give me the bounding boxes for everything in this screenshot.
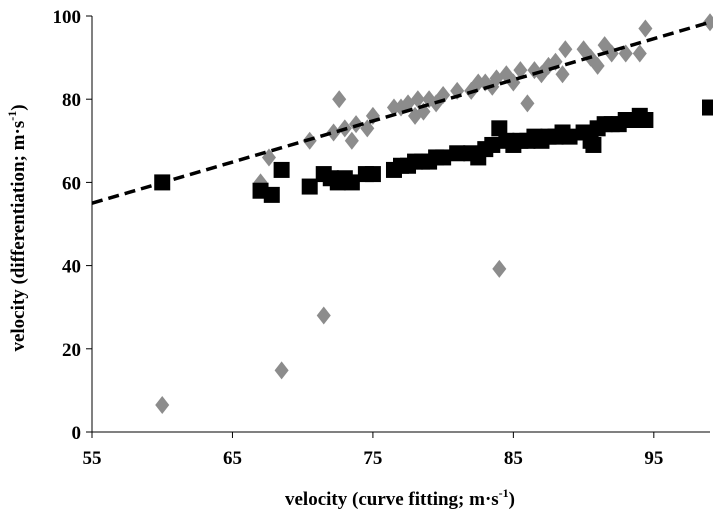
x-axis-title: velocity (curve fitting; m·s-1) (285, 486, 515, 510)
diamond-point (632, 44, 647, 63)
diamond-point (520, 94, 535, 113)
diamond-point (471, 73, 486, 92)
y-tick-label: 0 (72, 423, 82, 444)
square-point (273, 161, 290, 178)
square-point (435, 149, 452, 166)
x-tick-label: 85 (504, 448, 523, 469)
diamond-point (513, 61, 528, 80)
square-point (561, 128, 578, 145)
x-tick-label: 55 (83, 448, 102, 469)
data-markers (91, 13, 713, 414)
axes (86, 15, 710, 438)
diamond-point (590, 56, 605, 75)
square-point (585, 136, 602, 153)
diamond-point (638, 19, 653, 38)
series-square-points (154, 99, 713, 203)
x-tick-label: 75 (363, 448, 382, 469)
diamond-point (555, 65, 570, 84)
tick-labels: 55 65 75 85 95 0 20 40 60 80 100 (53, 7, 664, 469)
square-point (702, 99, 713, 116)
diamond-point (410, 90, 425, 109)
diamond-point (326, 123, 341, 142)
square-point (263, 186, 280, 203)
trendline (91, 20, 711, 205)
diamond-point (393, 98, 409, 117)
y-tick-label: 40 (62, 257, 81, 278)
y-axis-title: velocity (differentiation; m·s-1) (5, 104, 29, 351)
x-tick-label: 65 (223, 448, 242, 469)
diamond-point (274, 361, 289, 380)
diamond-point (155, 395, 170, 414)
y-tick-label: 20 (62, 340, 81, 361)
diamond-point (386, 98, 401, 117)
square-point (364, 166, 381, 183)
diamond-point (702, 13, 713, 32)
square-point (491, 120, 508, 137)
diamond-point (548, 52, 563, 71)
y-tick-label: 80 (62, 90, 81, 111)
x-tick-label: 95 (644, 448, 663, 469)
square-point (301, 178, 318, 195)
diamond-point (436, 86, 451, 105)
diamond-point (332, 90, 347, 109)
diamond-point (489, 69, 504, 88)
diamond-point (344, 131, 359, 150)
diamond-point (558, 40, 573, 59)
square-point (449, 145, 466, 162)
square-point (637, 112, 654, 128)
diamond-point (360, 119, 375, 138)
y-tick-label: 60 (62, 173, 81, 194)
square-point (484, 136, 501, 153)
diamond-point (316, 306, 331, 325)
series-diamond-points (155, 13, 713, 414)
y-tick-label: 100 (53, 7, 82, 28)
square-point (343, 174, 360, 191)
diamond-point (492, 259, 507, 278)
